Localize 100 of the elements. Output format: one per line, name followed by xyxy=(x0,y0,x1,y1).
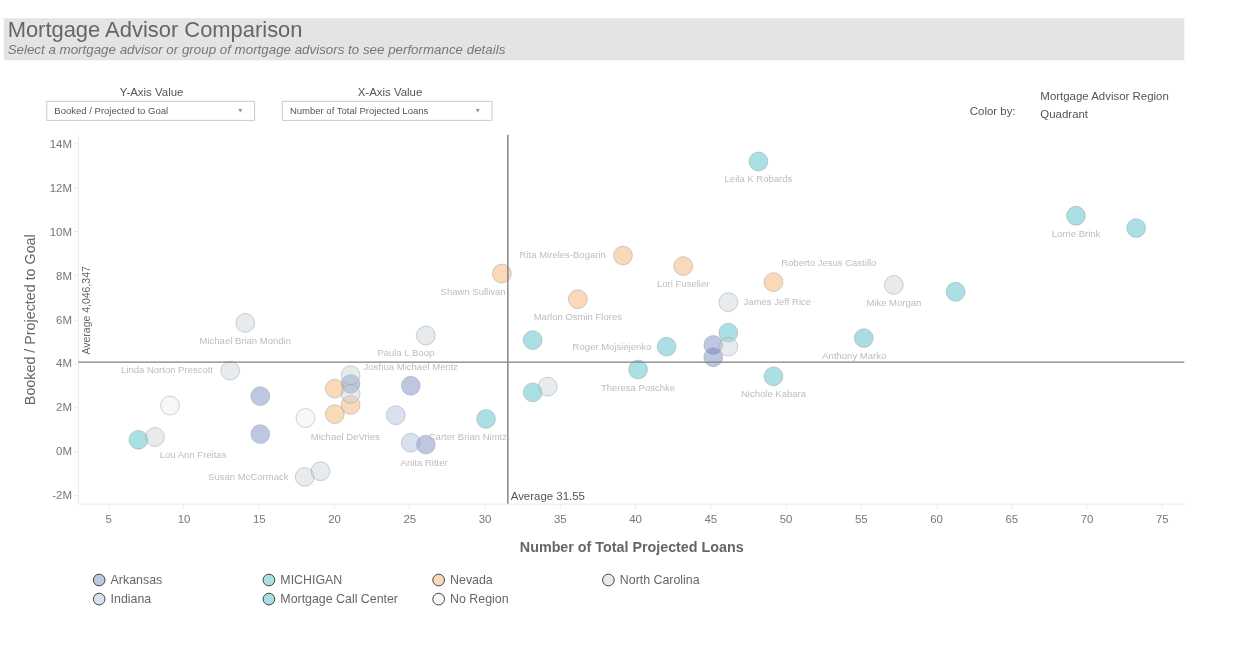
point xyxy=(250,386,271,406)
point xyxy=(656,336,677,357)
point xyxy=(883,275,904,295)
point xyxy=(324,404,345,424)
data-label: Roger Mojsiejenko xyxy=(572,340,652,352)
data-label: Michael Brian Mondin xyxy=(199,334,291,346)
data-label: Theresa Poschke xyxy=(601,381,676,393)
x-tick-label: 25 xyxy=(403,513,417,526)
point xyxy=(613,245,633,266)
data-label: Lou Ann Freitas xyxy=(159,448,227,460)
x-tick-label: 35 xyxy=(553,513,567,526)
point xyxy=(220,360,241,381)
point xyxy=(235,313,256,333)
y-tick-label: 8M xyxy=(56,269,72,282)
data-label: Shawn Sullivan xyxy=(440,285,506,297)
point xyxy=(295,408,316,428)
point xyxy=(476,409,496,429)
data-label: Anthony Marko xyxy=(822,350,887,362)
data-label: Rita Mireles-Bogarin xyxy=(519,249,606,261)
y-tick-label: 14M xyxy=(49,137,72,150)
point xyxy=(537,376,558,397)
data-label: Anita Ritter xyxy=(400,456,449,468)
text: Mortgage Advisor Region xyxy=(1040,90,1169,103)
chart-title: Mortgage Advisor Comparison xyxy=(7,17,303,43)
point xyxy=(748,151,769,172)
x-tick-label: 65 xyxy=(1005,513,1019,526)
text: Y-Axis Value xyxy=(119,85,184,98)
point xyxy=(385,405,406,426)
point xyxy=(145,427,165,447)
data-label: Linda Norton Prescott xyxy=(120,364,214,376)
point xyxy=(340,384,361,404)
point xyxy=(763,272,784,292)
data-label: Lorrie Brink xyxy=(1051,227,1101,239)
x-tick-label: 75 xyxy=(1155,513,1169,526)
data-label: Joshua Michael Mentz xyxy=(363,360,459,372)
x-tick-label: 15 xyxy=(252,513,266,526)
ref-line-label: Average 31.55 xyxy=(510,489,585,502)
point xyxy=(340,365,361,386)
point xyxy=(945,281,966,302)
legend-label: North Carolina xyxy=(619,572,700,587)
y-tick-label: 6M xyxy=(56,313,72,326)
y-tick-label: 10M xyxy=(49,225,72,238)
data-label: Nichole Kabara xyxy=(740,388,807,400)
data-label: Susan McCormack xyxy=(208,470,289,482)
data-label: Leila K Robards xyxy=(724,173,793,185)
x-tick-label: 5 xyxy=(105,513,112,526)
data-label: Marlon Osmin Flores xyxy=(533,311,623,323)
point xyxy=(400,432,421,453)
point xyxy=(628,359,648,380)
y-tick-label: -2M xyxy=(52,489,72,502)
point xyxy=(1066,205,1086,226)
y-axis-title: Booked / Projected to Goal xyxy=(22,234,39,406)
legend-label: Arkansas xyxy=(110,572,163,587)
y-tick-label: 4M xyxy=(56,357,72,370)
point xyxy=(1126,218,1147,238)
y-tick-label: 0M xyxy=(56,445,72,458)
point xyxy=(415,325,436,346)
point xyxy=(718,336,739,357)
text: Number of Total Projected Loans xyxy=(289,104,429,116)
point xyxy=(763,366,784,387)
point xyxy=(294,467,315,487)
point xyxy=(310,461,331,482)
x-tick-label: 70 xyxy=(1080,513,1094,526)
point xyxy=(673,256,694,276)
point xyxy=(522,382,543,403)
data-label: Roberto Jesus Castillo xyxy=(781,256,877,268)
x-tick-label: 45 xyxy=(704,513,718,526)
legend-label: Nevada xyxy=(450,572,493,587)
x-tick-label: 10 xyxy=(177,513,191,526)
point xyxy=(522,330,543,350)
text: Color by: xyxy=(969,104,1016,117)
x-tick-label: 60 xyxy=(930,513,943,526)
data-label: Michael DeVries xyxy=(310,430,380,442)
data-label: Lori Fuselier xyxy=(657,278,711,290)
point xyxy=(128,429,149,450)
x-tick-label: 30 xyxy=(478,513,492,526)
legend-label: Mortgage Call Center xyxy=(280,591,398,606)
legend-label: MICHIGAN xyxy=(280,572,343,587)
x-tick-label: 40 xyxy=(629,513,642,526)
legend-label: Indiana xyxy=(110,591,152,606)
chart-subtitle: Select a mortgage advisor or group of mortgage advisors to see performance details xyxy=(7,41,506,57)
x-axis-title: Number of Total Projected Loans xyxy=(519,538,744,555)
x-tick-label: 50 xyxy=(779,513,793,526)
data-label: James Jeff Rice xyxy=(743,295,812,307)
point xyxy=(567,289,588,310)
point xyxy=(718,292,739,312)
ref-line-label: Average 4,046,347 xyxy=(80,266,92,355)
text: X-Axis Value xyxy=(357,85,423,98)
x-tick-label: 20 xyxy=(328,513,341,526)
y-tick-label: 12M xyxy=(49,181,72,194)
text: Booked / Projected to Goal xyxy=(54,104,169,116)
point xyxy=(491,263,512,284)
point xyxy=(400,375,421,396)
point xyxy=(160,395,180,416)
data-label: Mike Morgan xyxy=(866,296,922,308)
point xyxy=(250,424,271,444)
x-tick-label: 55 xyxy=(854,513,868,526)
text: Quadrant xyxy=(1040,107,1089,120)
point xyxy=(853,328,874,348)
legend-label: No Region xyxy=(450,591,509,606)
